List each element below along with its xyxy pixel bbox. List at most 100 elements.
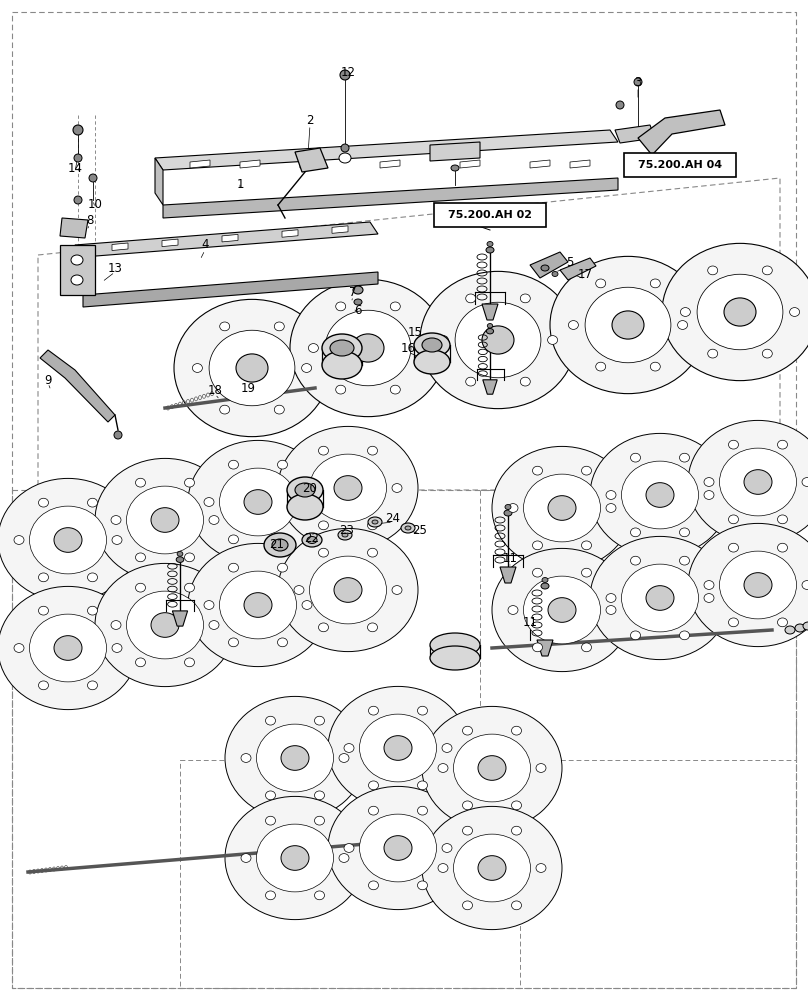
Ellipse shape — [511, 826, 521, 835]
Ellipse shape — [550, 256, 706, 394]
Ellipse shape — [729, 618, 739, 627]
Ellipse shape — [318, 446, 329, 455]
Ellipse shape — [229, 535, 238, 544]
Ellipse shape — [209, 516, 219, 524]
Polygon shape — [190, 160, 210, 168]
Ellipse shape — [360, 714, 436, 782]
Ellipse shape — [209, 621, 219, 629]
Ellipse shape — [30, 614, 107, 682]
Ellipse shape — [719, 551, 797, 619]
Polygon shape — [163, 178, 618, 218]
Ellipse shape — [418, 706, 427, 715]
Polygon shape — [83, 272, 378, 307]
Ellipse shape — [478, 756, 506, 780]
Ellipse shape — [392, 484, 402, 492]
Ellipse shape — [704, 491, 714, 499]
Ellipse shape — [418, 881, 427, 890]
Polygon shape — [295, 148, 328, 172]
Polygon shape — [430, 142, 480, 161]
Ellipse shape — [295, 483, 315, 497]
Text: 20: 20 — [302, 482, 318, 494]
Ellipse shape — [368, 806, 378, 815]
Ellipse shape — [14, 536, 24, 544]
Ellipse shape — [478, 856, 506, 880]
Ellipse shape — [71, 275, 83, 285]
Ellipse shape — [112, 536, 122, 544]
Ellipse shape — [264, 533, 296, 557]
Polygon shape — [380, 160, 400, 168]
Ellipse shape — [542, 578, 548, 582]
Ellipse shape — [492, 446, 632, 570]
Text: 11: 11 — [523, 615, 537, 629]
Ellipse shape — [372, 520, 378, 524]
Polygon shape — [530, 160, 550, 168]
Ellipse shape — [630, 453, 641, 462]
Ellipse shape — [520, 294, 530, 303]
Ellipse shape — [87, 681, 98, 690]
Ellipse shape — [314, 716, 325, 725]
Polygon shape — [282, 230, 298, 237]
Ellipse shape — [630, 631, 641, 640]
Ellipse shape — [708, 349, 718, 358]
Ellipse shape — [487, 324, 493, 328]
Ellipse shape — [486, 247, 494, 253]
Ellipse shape — [244, 490, 272, 514]
Ellipse shape — [536, 764, 546, 772]
Ellipse shape — [352, 334, 384, 362]
Ellipse shape — [368, 446, 377, 455]
Ellipse shape — [744, 573, 772, 597]
Ellipse shape — [136, 553, 145, 562]
Ellipse shape — [290, 279, 446, 417]
Ellipse shape — [582, 568, 591, 577]
Text: 4: 4 — [201, 238, 208, 251]
Ellipse shape — [236, 354, 268, 382]
Ellipse shape — [630, 556, 641, 565]
Ellipse shape — [595, 362, 606, 371]
Ellipse shape — [302, 601, 312, 609]
Ellipse shape — [220, 468, 297, 536]
Ellipse shape — [532, 643, 542, 652]
Ellipse shape — [650, 279, 660, 288]
Ellipse shape — [762, 266, 772, 275]
Ellipse shape — [678, 321, 688, 329]
Ellipse shape — [422, 338, 442, 352]
Text: 10: 10 — [87, 198, 103, 212]
Text: 3: 3 — [634, 76, 642, 89]
Ellipse shape — [294, 586, 304, 594]
Ellipse shape — [241, 754, 251, 762]
Ellipse shape — [344, 844, 354, 852]
Ellipse shape — [465, 294, 476, 303]
Text: 1: 1 — [236, 178, 244, 192]
Ellipse shape — [646, 483, 674, 507]
Ellipse shape — [744, 470, 772, 494]
Ellipse shape — [430, 646, 480, 670]
Ellipse shape — [328, 686, 468, 810]
Ellipse shape — [39, 606, 48, 615]
Ellipse shape — [390, 385, 400, 394]
Ellipse shape — [368, 881, 378, 890]
Text: 2: 2 — [306, 113, 314, 126]
Polygon shape — [60, 218, 88, 238]
Ellipse shape — [541, 583, 549, 589]
Text: 75.200.AH 02: 75.200.AH 02 — [448, 210, 532, 220]
Text: 7: 7 — [349, 286, 357, 298]
Ellipse shape — [729, 543, 739, 552]
Ellipse shape — [229, 563, 238, 572]
Ellipse shape — [462, 826, 473, 835]
Ellipse shape — [87, 606, 98, 615]
Ellipse shape — [277, 563, 288, 572]
Text: 24: 24 — [385, 512, 401, 524]
Ellipse shape — [704, 594, 714, 602]
Ellipse shape — [486, 328, 494, 334]
Ellipse shape — [368, 548, 377, 557]
Ellipse shape — [277, 535, 288, 544]
Ellipse shape — [184, 658, 195, 667]
Ellipse shape — [136, 658, 145, 667]
Ellipse shape — [548, 336, 558, 344]
Ellipse shape — [360, 814, 436, 882]
Ellipse shape — [188, 543, 328, 667]
Ellipse shape — [511, 801, 521, 810]
Ellipse shape — [508, 606, 518, 614]
Ellipse shape — [0, 478, 138, 602]
Ellipse shape — [127, 486, 204, 554]
